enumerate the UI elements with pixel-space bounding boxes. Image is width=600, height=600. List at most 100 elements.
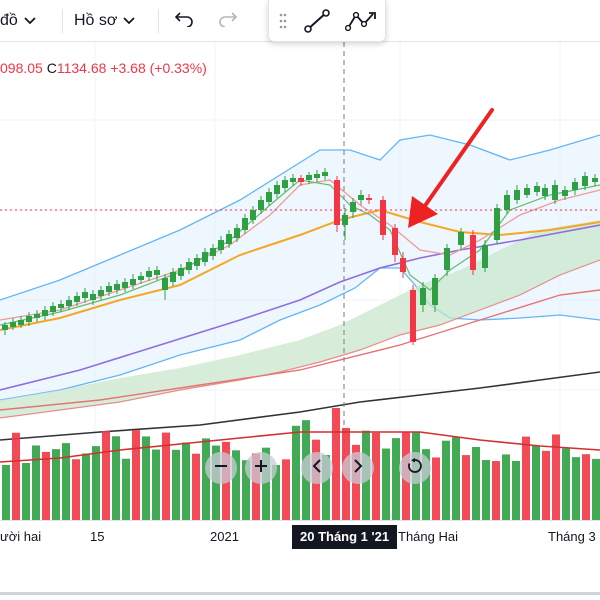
candle (162, 278, 168, 290)
volume-bar (522, 436, 530, 520)
candle (130, 279, 136, 285)
time-tick: 2021 (210, 529, 239, 544)
candle (66, 300, 72, 306)
volume-bar (52, 449, 60, 520)
candle (400, 258, 406, 272)
candle (482, 245, 488, 268)
candle (10, 322, 16, 327)
toolbar-divider (158, 9, 159, 33)
volume-bar (322, 455, 330, 520)
scroll-left-icon (312, 458, 322, 478)
undo-button[interactable] (174, 0, 194, 42)
volume-bar (332, 408, 340, 520)
crosshair-date-label: 20 Tháng 1 '21 (292, 525, 398, 549)
candle (146, 271, 152, 277)
candle (380, 200, 386, 235)
scroll-right-icon (353, 458, 363, 478)
volume-bar (132, 430, 140, 520)
time-tick: 15 (90, 529, 105, 544)
ichimoku-span-b-line (0, 259, 600, 419)
volume-bar (252, 453, 260, 520)
candle (444, 248, 450, 270)
candle (410, 290, 416, 342)
volume-bar (32, 445, 40, 520)
volume-bar (492, 460, 500, 520)
candle (258, 200, 264, 210)
toolbar-divider (62, 9, 63, 33)
chart-type-dropdown[interactable]: đồ (0, 0, 36, 42)
zoom-out-button[interactable] (205, 452, 237, 484)
volume-bar (462, 455, 470, 520)
zoom-out-icon (214, 459, 228, 478)
candle (186, 262, 192, 270)
scroll-left-button[interactable] (301, 452, 333, 484)
candle (90, 294, 96, 300)
profile-dropdown[interactable]: Hồ sơ (74, 0, 136, 42)
candle (250, 210, 256, 220)
volume-bar (562, 448, 570, 520)
time-tick: ười hai (0, 529, 42, 544)
volume-bar (422, 449, 430, 520)
candle (58, 304, 64, 308)
volume-bar (292, 425, 300, 520)
open-value: 098.05 (0, 60, 43, 76)
volume-bar (232, 450, 240, 520)
moving-average-black-line (0, 371, 600, 441)
candle (582, 176, 588, 186)
volume-bar (202, 438, 210, 520)
drag-handle-icon[interactable] (279, 13, 287, 34)
moving-average-purple-line (0, 224, 600, 391)
trend-line-icon[interactable] (303, 8, 331, 39)
scroll-right-button[interactable] (342, 452, 374, 484)
top-toolbar: đồ Hồ sơ (0, 0, 600, 42)
undo-icon (174, 11, 194, 32)
volume-bar (452, 437, 460, 520)
close-key: C (46, 60, 57, 76)
path-icon[interactable] (344, 8, 379, 39)
close-value: 1134.68 (56, 60, 107, 76)
volume-bar (272, 464, 280, 520)
volume-bar (112, 436, 120, 520)
candle (432, 278, 438, 305)
candle (392, 228, 398, 255)
candle (106, 286, 112, 292)
candle (138, 276, 144, 280)
moving-average-red-line (0, 289, 600, 411)
volume-bar (512, 460, 520, 520)
volume-bar (152, 449, 160, 520)
candle (314, 174, 320, 178)
candle (282, 180, 288, 188)
candle (572, 182, 578, 190)
ichimoku-cloud (0, 220, 600, 418)
volume-ma-line (0, 431, 600, 463)
candle (342, 215, 348, 225)
volume-bar (22, 462, 30, 520)
volume-bar (442, 440, 450, 520)
candle (420, 288, 426, 305)
profile-label: Hồ sơ (74, 12, 118, 29)
volume-bar (392, 438, 400, 520)
candle (494, 208, 500, 240)
candle (18, 320, 24, 325)
candle (366, 198, 372, 200)
candle (74, 296, 80, 302)
bollinger-band-fill (0, 135, 600, 400)
volume-bar (142, 436, 150, 520)
candle (242, 218, 248, 230)
zoom-in-button[interactable] (245, 452, 277, 484)
reset-chart-button[interactable] (399, 452, 431, 484)
ohlc-legend: 098.05 C1134.68 +3.68 (+0.33%) (0, 60, 207, 76)
drawing-tools-panel (268, 0, 386, 42)
candle (274, 185, 280, 194)
volume-bar (532, 445, 540, 520)
candle (306, 175, 312, 180)
redo-button[interactable] (218, 0, 238, 42)
volume-bar (502, 454, 510, 520)
volume-bar (592, 458, 600, 520)
chart-plot-area (0, 42, 600, 520)
volume-bar (482, 460, 490, 520)
candle (524, 188, 530, 195)
volume-bar (262, 447, 270, 520)
volume-bar (372, 432, 380, 520)
